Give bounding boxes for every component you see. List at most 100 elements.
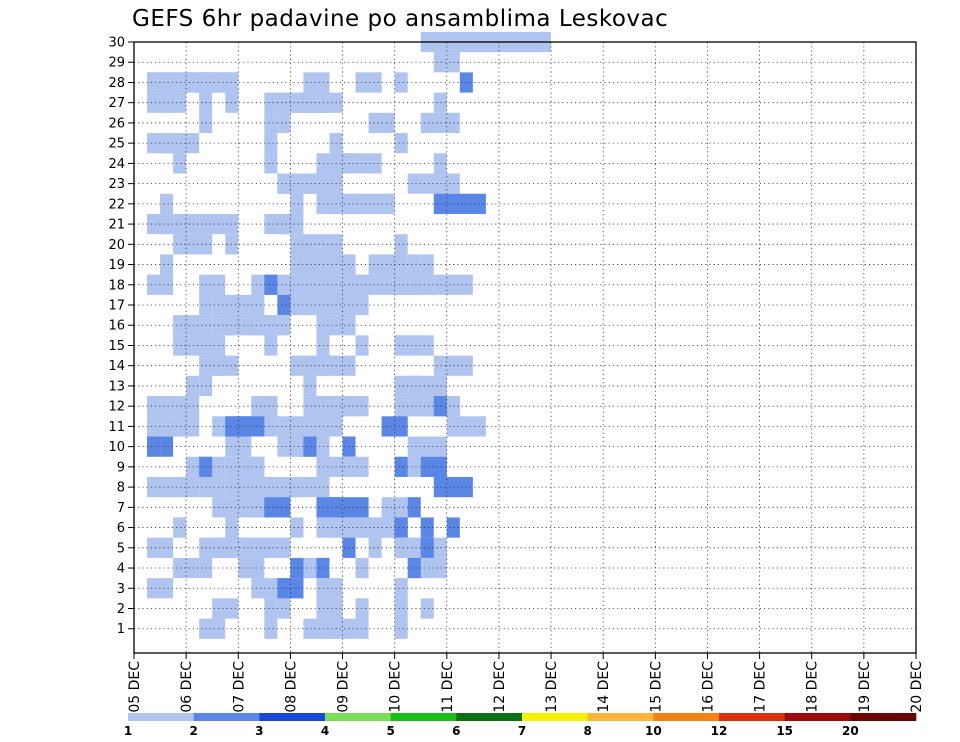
colorbar-swatch — [522, 713, 588, 721]
colorbar-label: 5 — [386, 724, 394, 738]
precip-cell — [277, 112, 291, 134]
x-tick-label: 09 DEC — [336, 661, 352, 713]
precip-cell — [316, 294, 369, 316]
precip-cell — [290, 193, 304, 214]
y-tick-label: 11 — [108, 420, 125, 435]
precip-cell — [355, 335, 369, 356]
precip-cell — [277, 294, 291, 316]
y-tick-label: 20 — [108, 238, 125, 253]
precip-cell — [290, 234, 343, 255]
precip-cell — [355, 598, 369, 619]
colorbar-label: 10 — [645, 724, 662, 738]
colorbar-legend: 1 2 3 4 5 6 7 8 10 12 15 20 — [124, 713, 917, 738]
y-tick-label: 9 — [117, 460, 125, 475]
y-tick-label: 18 — [108, 278, 125, 293]
precip-cell — [420, 517, 434, 538]
colorbar-swatch — [390, 713, 457, 721]
precip-cell — [407, 557, 421, 579]
precip-cell — [277, 213, 291, 235]
precip-cell — [290, 294, 317, 316]
x-tick-label: 13 DEC — [544, 661, 560, 713]
precip-cell — [355, 517, 382, 538]
precip-cell — [264, 274, 278, 295]
precip-cell — [433, 153, 447, 174]
precip-cell — [394, 234, 408, 255]
precip-cell — [264, 133, 278, 154]
precip-cell — [433, 92, 447, 113]
x-tick-label: 16 DEC — [700, 661, 716, 713]
precip-cell — [316, 416, 330, 437]
y-tick-label: 27 — [108, 96, 125, 111]
colorbar-label: 2 — [189, 724, 197, 738]
precip-cell — [316, 355, 330, 376]
y-tick-label: 14 — [108, 359, 125, 374]
plot-frame — [133, 41, 917, 654]
colorbar-label: 20 — [842, 724, 859, 738]
x-tick-label: 20 DEC — [909, 661, 925, 713]
precip-cell — [303, 375, 317, 397]
precip-cell — [277, 416, 291, 437]
colorbar-swatch — [128, 713, 194, 721]
precip-cell — [433, 396, 447, 417]
x-tick-label: 08 DEC — [283, 661, 299, 713]
precip-cell — [264, 598, 278, 619]
precip-cell — [420, 537, 434, 558]
precip-cell — [355, 72, 382, 93]
precip-cell — [225, 436, 252, 457]
precip-cell — [199, 618, 226, 639]
y-tick-label: 17 — [108, 299, 125, 314]
precip-cell — [433, 173, 447, 194]
precip-cell — [407, 497, 421, 518]
x-axis: 05 DEC 06 DEC 07 DEC 08 DEC 09 DEC 10 DEC 11 D… — [127, 653, 925, 713]
precip-cell — [290, 254, 304, 275]
precip-cell — [147, 396, 200, 417]
y-tick-label: 30 — [108, 36, 125, 51]
precip-cell — [199, 355, 226, 376]
precip-cell — [160, 133, 200, 154]
precip-cell — [303, 72, 317, 93]
precip-cell — [173, 557, 187, 579]
precip-cell — [368, 537, 382, 558]
precip-cell — [394, 133, 408, 154]
y-tick-label: 15 — [108, 339, 125, 354]
y-tick-label: 5 — [117, 541, 125, 556]
x-tick-label: 17 DEC — [753, 661, 769, 713]
precip-cell — [329, 618, 356, 639]
precip-cell — [303, 436, 317, 457]
precip-cell — [160, 72, 174, 93]
precip-cell — [160, 92, 174, 113]
precip-cell — [420, 598, 434, 619]
precip-cell — [264, 153, 278, 174]
x-tick-label: 12 DEC — [492, 661, 508, 713]
precip-cell — [316, 598, 343, 619]
precip-cell — [355, 618, 369, 639]
y-tick-label: 24 — [108, 157, 125, 172]
precip-cell — [407, 375, 447, 397]
precip-cell — [160, 254, 174, 275]
precip-cell — [290, 355, 304, 376]
precip-cell — [264, 92, 330, 113]
y-tick-label: 13 — [108, 379, 125, 394]
y-axis: 1234567891011121314151617181920212223242… — [108, 36, 134, 637]
precip-cell — [394, 456, 408, 477]
precip-cell — [316, 335, 330, 356]
colorbar-swatch — [456, 713, 523, 721]
precip-cell — [173, 234, 213, 255]
colorbar-swatch — [719, 713, 785, 721]
precip-cell — [316, 436, 330, 457]
y-tick-label: 2 — [117, 602, 125, 617]
precip-cell — [199, 476, 226, 498]
precip-cell — [147, 578, 161, 599]
precip-cell — [394, 598, 408, 619]
precip-cell — [316, 315, 330, 336]
colorbar-label: 3 — [255, 724, 263, 738]
colorbar-label: 1 — [124, 724, 132, 738]
y-tick-label: 28 — [108, 76, 125, 91]
precip-cell — [264, 335, 278, 356]
x-tick-label: 14 DEC — [596, 661, 612, 713]
precip-cell — [225, 416, 252, 437]
precip-cell — [173, 213, 200, 235]
precip-cell — [238, 557, 265, 579]
precip-cell — [264, 112, 278, 134]
